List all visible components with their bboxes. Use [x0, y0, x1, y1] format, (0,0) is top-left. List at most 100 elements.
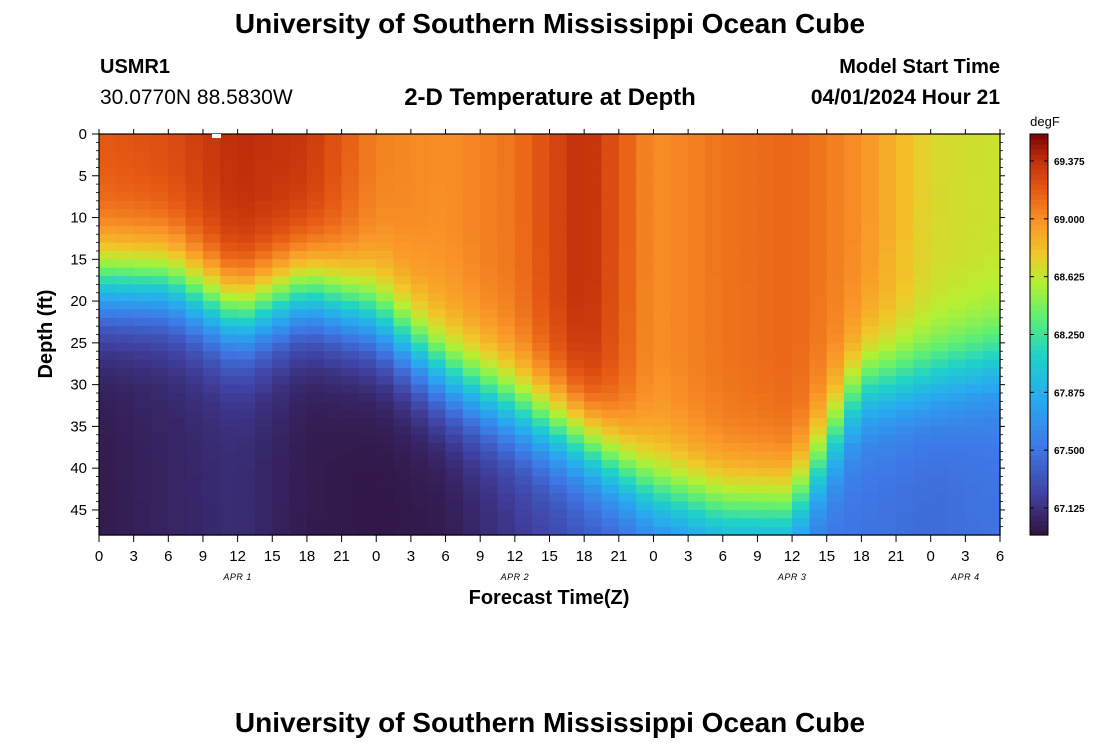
heatmap-cell [410, 225, 429, 235]
heatmap-cell [532, 418, 551, 427]
heatmap-cell [653, 250, 672, 260]
heatmap-cell [792, 459, 811, 469]
heatmap-cell [618, 234, 637, 244]
heatmap-cell [514, 484, 533, 494]
heatmap-cell [168, 209, 187, 219]
heatmap-cell [358, 418, 377, 427]
heatmap-cell [965, 476, 984, 486]
heatmap-cell [844, 209, 862, 219]
heatmap-cell [896, 142, 914, 152]
heatmap-cell [480, 418, 499, 427]
heatmap-cell [514, 175, 533, 185]
heatmap-cell [99, 309, 117, 319]
heatmap-cell [497, 476, 516, 486]
heatmap-cell [445, 150, 464, 160]
colorbar-segment [1030, 354, 1048, 361]
heatmap-cell [653, 376, 672, 386]
heatmap-cell [237, 209, 256, 219]
heatmap-cell [272, 367, 291, 377]
heatmap-cell [601, 317, 620, 327]
heatmap-cell [965, 459, 984, 469]
heatmap-cell [601, 468, 620, 478]
heatmap-cell [844, 217, 862, 227]
heatmap-cell [844, 376, 862, 386]
heatmap-cell [688, 493, 707, 503]
colorbar-segment [1030, 284, 1048, 290]
heatmap-cell [740, 434, 759, 444]
heatmap-cell [584, 493, 603, 503]
heatmap-cell [774, 301, 793, 311]
heatmap-cell [636, 426, 655, 436]
heatmap-cell [688, 167, 707, 177]
colorbar-segment [1030, 364, 1048, 371]
heatmap-cell [670, 426, 689, 436]
heatmap-cell [844, 418, 862, 427]
heatmap-cell [792, 234, 811, 244]
heatmap-cell [549, 259, 568, 269]
heatmap-cell [116, 134, 135, 143]
heatmap-cell [896, 367, 914, 377]
heatmap-cell [670, 443, 689, 453]
heatmap-cell [809, 326, 828, 336]
heatmap-cell [306, 150, 325, 160]
heatmap-cell [740, 175, 759, 185]
heatmap-cell [237, 509, 256, 519]
heatmap-cell [445, 476, 464, 486]
heatmap-cell [237, 150, 256, 160]
heatmap-cell [982, 284, 1001, 294]
heatmap-cell [514, 418, 533, 427]
heatmap-cell [636, 192, 655, 202]
heatmap-cell [497, 384, 516, 394]
heatmap-cell [965, 351, 984, 361]
heatmap-cell [428, 317, 447, 327]
heatmap-cell [324, 284, 343, 294]
heatmap-cell [514, 292, 533, 302]
heatmap-cell [965, 200, 984, 210]
heatmap-cell [237, 267, 256, 277]
colorbar-segment [1030, 419, 1048, 426]
heatmap-cell [462, 159, 481, 169]
heatmap-cell [584, 217, 603, 227]
heatmap-cell [705, 242, 724, 252]
heatmap-cell [670, 150, 689, 160]
heatmap-cell [428, 334, 447, 344]
colorbar-segment [1030, 374, 1048, 381]
heatmap-cell [410, 326, 429, 336]
colorbar-segment [1030, 229, 1048, 235]
heatmap-cell [462, 200, 481, 210]
heatmap-cell [896, 267, 914, 277]
heatmap-cell [740, 426, 759, 436]
heatmap-cell [809, 150, 828, 160]
colorbar-segment [1030, 199, 1048, 205]
heatmap-cell [445, 443, 464, 453]
heatmap-cell [220, 234, 239, 244]
heatmap-cell [653, 200, 672, 210]
heatmap-cell [601, 518, 620, 528]
heatmap-cell [740, 267, 759, 277]
heatmap-cell [913, 401, 932, 411]
heatmap-cell [670, 217, 689, 227]
heatmap-cell [272, 526, 291, 536]
heatmap-cell [584, 159, 603, 169]
heatmap-cell [948, 134, 966, 143]
heatmap-cell [376, 526, 395, 536]
heatmap-cell [116, 209, 135, 219]
heatmap-cell [948, 392, 966, 402]
heatmap-cell [445, 200, 464, 210]
heatmap-cell [306, 376, 325, 386]
heatmap-cell [948, 159, 966, 169]
heatmap-cell [965, 392, 984, 402]
heatmap-cell [913, 418, 932, 427]
heatmap-cell [254, 234, 273, 244]
heatmap-cell [549, 142, 568, 152]
heatmap-cell [514, 476, 533, 486]
heatmap-cell [688, 334, 707, 344]
heatmap-cell [445, 468, 464, 478]
heatmap-cell [896, 225, 914, 235]
heatmap-cell [150, 493, 169, 503]
heatmap-cell [532, 267, 551, 277]
heatmap-cell [844, 292, 862, 302]
heatmap-cell [549, 459, 568, 469]
heatmap-cell [185, 367, 204, 377]
heatmap-cell [99, 509, 117, 519]
